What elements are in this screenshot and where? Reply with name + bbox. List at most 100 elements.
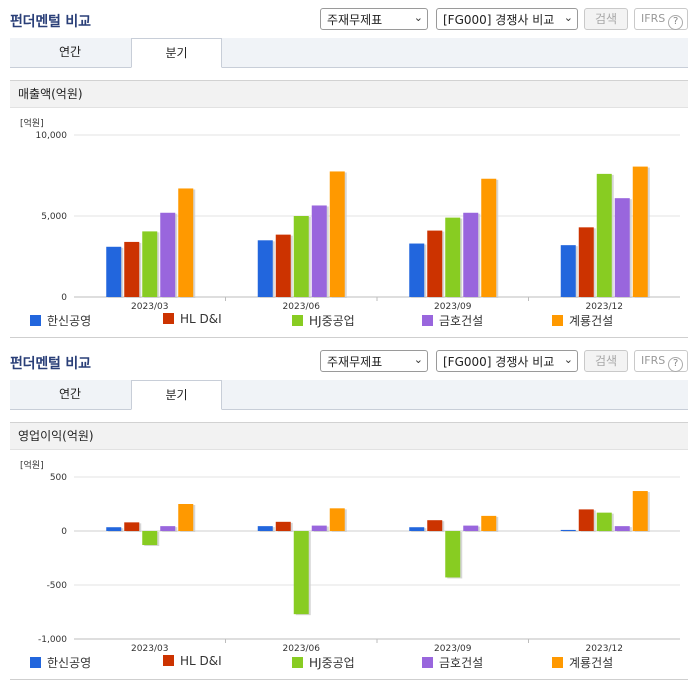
bar (463, 212, 479, 297)
legend-item[interactable]: HL D&I (163, 654, 222, 668)
x-tick-label: 2023/12 (586, 302, 623, 312)
divider (10, 337, 688, 338)
ifrs-label: IFRS (641, 12, 666, 25)
ifrs-button[interactable]: IFRS? (634, 350, 688, 372)
y-tick-label: 0 (61, 293, 67, 303)
legend-item[interactable]: HL D&I (163, 312, 222, 326)
legend-item[interactable]: 한신공영 (30, 654, 91, 671)
legend-label: 금호건설 (439, 314, 484, 328)
bar (596, 173, 612, 297)
bar (311, 205, 327, 297)
bar (293, 531, 309, 615)
bar (427, 520, 443, 531)
bar (178, 188, 194, 297)
legend: 한신공영 HL D&I HJ중공업 금호건설 계룡건설 (30, 312, 680, 330)
bar-shadow (562, 530, 578, 532)
bar (106, 246, 122, 297)
search-button[interactable]: 검색 (584, 8, 628, 30)
peer-group-select[interactable]: [FG000] 경쟁사 비교 ⌄ (436, 8, 578, 30)
x-tick-label: 2023/03 (131, 644, 168, 654)
y-unit-label: [억원] (20, 119, 44, 129)
bar (632, 491, 648, 531)
legend-swatch (163, 655, 174, 666)
legend-item[interactable]: 한신공영 (30, 312, 91, 329)
bar (409, 243, 425, 297)
bar (124, 522, 140, 531)
x-tick-label: 2023/06 (283, 302, 321, 312)
legend-item[interactable]: 금호건설 (422, 654, 483, 671)
legend-item[interactable]: 계룡건설 (552, 654, 613, 671)
chevron-down-icon: ⌄ (563, 11, 573, 24)
peer-group-value: [FG000] 경쟁사 비교 (443, 13, 555, 27)
sales-comparison-panel: 펀더멘털 비교 주재무제표 ⌄ [FG000] 경쟁사 비교 ⌄ 검색 IFRS? … (10, 8, 688, 338)
legend-label: 계룡건설 (569, 314, 614, 328)
help-icon[interactable]: ? (668, 357, 684, 372)
divider (10, 679, 688, 680)
ifrs-label: IFRS (641, 354, 666, 367)
tab-annual[interactable]: 연간 (58, 387, 82, 401)
bar (427, 230, 443, 297)
bar (481, 178, 497, 297)
statement-type-select[interactable]: 주재무제표 ⌄ (320, 350, 428, 372)
legend-item[interactable]: HJ중공업 (292, 654, 355, 671)
legend-swatch (163, 313, 174, 324)
statement-type-value: 주재무제표 (327, 355, 383, 369)
bar (632, 166, 648, 297)
legend-swatch (292, 315, 303, 326)
bar (463, 525, 479, 531)
statement-type-value: 주재무제표 (327, 13, 383, 27)
peer-group-select[interactable]: [FG000] 경쟁사 비교 ⌄ (436, 350, 578, 372)
bar (329, 171, 345, 297)
y-tick-label: 500 (50, 473, 67, 483)
bar (596, 512, 612, 531)
chevron-down-icon: ⌄ (563, 353, 573, 366)
y-tick-label: 5,000 (41, 212, 67, 222)
legend-item[interactable]: 금호건설 (422, 312, 483, 329)
y-tick-label: -1,000 (38, 635, 67, 645)
panel-title: 펀더멘털 비교 (10, 14, 91, 30)
statement-type-select[interactable]: 주재무제표 ⌄ (320, 8, 428, 30)
legend-swatch (422, 657, 433, 668)
bar (329, 508, 345, 531)
bar (311, 525, 327, 531)
tab-annual[interactable]: 연간 (58, 45, 82, 59)
bar (560, 529, 576, 531)
legend-label: 한신공영 (47, 314, 92, 328)
period-tabs: 연간 분기 (10, 380, 688, 410)
legend-label: HJ중공업 (309, 314, 355, 328)
legend-label: 금호건설 (439, 656, 484, 670)
bar (481, 515, 497, 531)
bar (178, 504, 194, 531)
bar (142, 531, 158, 546)
legend-swatch (552, 315, 563, 326)
legend-label: HL D&I (180, 654, 222, 668)
help-icon[interactable]: ? (668, 15, 684, 30)
bar (106, 527, 122, 531)
legend-item[interactable]: HJ중공업 (292, 312, 355, 329)
legend-item[interactable]: 계룡건설 (552, 312, 613, 329)
tab-quarterly[interactable]: 분기 (131, 38, 222, 68)
bar (142, 231, 158, 297)
operating-profit-comparison-panel: 펀더멘털 비교 주재무제표 ⌄ [FG000] 경쟁사 비교 ⌄ 검색 IFRS? … (0, 342, 696, 684)
bar (578, 509, 594, 531)
bar (160, 526, 176, 531)
bar (293, 216, 309, 297)
sales-bar-chart: 0 5,000 10,000 2023/03 2023/06 2023/09 2023/12 (36, 131, 680, 312)
y-tick-label: 0 (61, 527, 67, 537)
tab-quarterly[interactable]: 분기 (131, 380, 222, 410)
x-tick-label: 2023/12 (586, 644, 623, 654)
operating-profit-bar-chart: -1,000 -500 0 500 2023/03 2023/06 2023/09 2023/… (38, 473, 680, 654)
bar (614, 198, 630, 297)
chevron-down-icon: ⌄ (413, 11, 423, 24)
bar (257, 526, 273, 531)
legend-swatch (30, 657, 41, 668)
ifrs-button[interactable]: IFRS? (634, 8, 688, 30)
legend-label: HL D&I (180, 312, 222, 326)
bar (445, 217, 461, 297)
legend-label: HJ중공업 (309, 656, 355, 670)
bar (160, 212, 176, 297)
panel-title: 펀더멘털 비교 (10, 356, 91, 372)
search-button[interactable]: 검색 (584, 350, 628, 372)
bar (409, 527, 425, 531)
chart-subtitle: 영업이익(억원) (10, 422, 688, 450)
